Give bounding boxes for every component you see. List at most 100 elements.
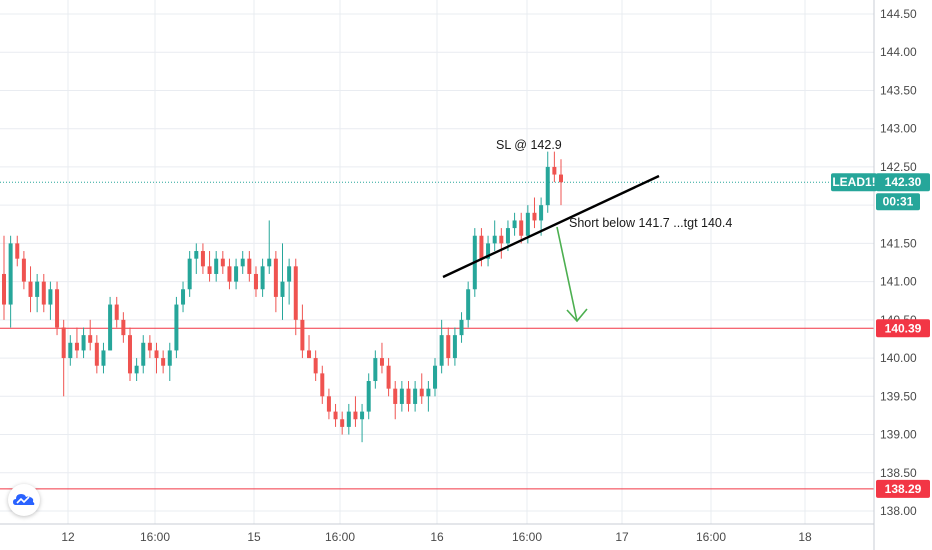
candle [360,403,365,443]
candle [141,335,146,374]
candle [2,235,6,320]
candle [61,319,66,397]
y-tick-label: 141.50 [880,236,917,250]
candle [154,342,159,374]
candle [55,281,60,336]
candle [81,327,86,359]
candle [240,251,245,274]
y-tick-label: 139.50 [880,389,917,403]
y-tick-label: 143.00 [880,122,917,136]
candle [353,396,358,427]
candle [539,197,544,236]
svg-text:140.39: 140.39 [885,321,922,335]
x-tick-label: 16:00 [696,530,726,544]
candle [459,312,464,343]
candle [280,243,285,320]
candle [35,273,40,313]
y-tick-label: 144.50 [880,7,917,21]
candle [307,335,312,359]
candle [234,258,239,290]
trendline[interactable] [442,174,660,279]
y-tick-label: 143.50 [880,83,917,97]
y-tick-label: 141.00 [880,275,917,289]
x-tick-label: 17 [615,530,629,544]
chart-grid [0,0,874,524]
candle [320,365,325,404]
candle [101,342,106,374]
candle [127,327,132,382]
candle [167,342,172,382]
candle [333,403,338,427]
candle [260,258,265,297]
candle [552,151,557,183]
candle [207,251,212,282]
candle [346,403,351,435]
candle [147,335,152,359]
candle [267,220,272,274]
candle [486,235,491,267]
candle [41,273,46,313]
candle [379,342,384,374]
price-tags: LEAD1! 142.30 00:31 140.39 138.29 [831,173,930,498]
candle [253,266,258,297]
x-tick-label: 16:00 [140,530,170,544]
candle [466,281,471,328]
candle [21,251,26,290]
candle [545,151,550,213]
candle [300,304,305,359]
candle [200,243,205,274]
x-tick-label: 18 [798,530,812,544]
horizontal-levels [0,181,874,490]
short-entry-note: Short below 141.7 ...tgt 140.4 [569,216,732,230]
target-arrow-head [566,308,588,323]
candle [326,388,331,420]
x-tick-label: 16:00 [325,530,355,544]
last-price-tag: 142.30 [876,173,930,192]
tradingview-cloud-icon [13,494,35,505]
candle [68,335,73,366]
svg-text:LEAD1!: LEAD1! [832,175,875,189]
candle [492,220,497,252]
candle [426,381,431,412]
candle [181,281,186,313]
candle [174,296,179,359]
candle [121,312,126,343]
target-arrow-shaft[interactable] [556,226,578,322]
candle [413,381,418,412]
candle [366,373,371,420]
candle [532,197,537,229]
y-tick-label: 140.00 [880,351,917,365]
y-tick-label: 138.50 [880,466,917,480]
candle [433,358,438,397]
candle [446,327,451,366]
candle [48,281,53,320]
candle [419,373,424,404]
candle [88,319,93,351]
svg-text:142.30: 142.30 [885,175,922,189]
candle [519,212,524,244]
drawings[interactable]: SL @ 142.9 Short below 141.7 ...tgt 140.… [442,138,732,323]
candle [214,251,219,282]
candle [194,243,199,274]
symbol-tag: LEAD1! [831,173,877,192]
candle [287,258,292,305]
candle [559,159,563,206]
x-tick-label: 16 [430,530,444,544]
candle [94,335,99,374]
x-tick-label: 16:00 [512,530,542,544]
y-tick-label: 139.00 [880,428,917,442]
tradingview-logo[interactable] [8,484,40,516]
candle [406,381,411,412]
y-tick-label: 144.00 [880,45,917,59]
candle [220,251,225,274]
candle [28,266,33,313]
candle [499,228,504,259]
level-price-tag: 140.39 [876,319,930,338]
candle [15,235,20,267]
candle [114,296,119,328]
candle [134,358,139,382]
candle [340,411,345,435]
candle [373,350,378,389]
x-tick-label: 12 [61,530,75,544]
